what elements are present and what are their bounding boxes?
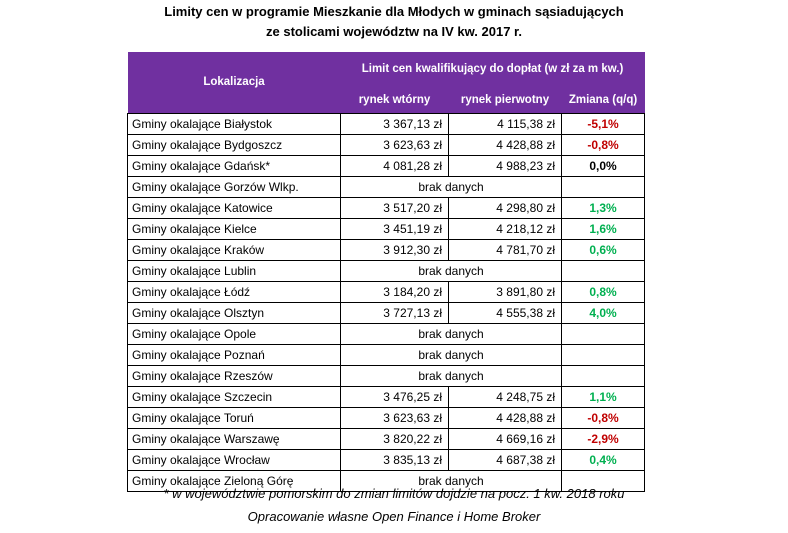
secondary-market-cell: 3 367,13 zł	[340, 113, 449, 135]
change-cell: -5,1%	[561, 113, 646, 135]
header-primary-market: rynek pierwotny	[448, 86, 562, 114]
primary-market-cell: 4 669,16 zł	[448, 428, 562, 450]
table-row: Gminy okalające Białystok 3 367,13 zł 4 11…	[127, 113, 646, 135]
table-row: Gminy okalające Bydgoszcz 3 623,63 zł 4 42…	[127, 134, 646, 156]
change-cell: -2,9%	[561, 428, 646, 450]
change-cell: 1,6%	[561, 218, 646, 240]
table-row: Gminy okalające Toruń 3 623,63 zł 4 428,88…	[127, 407, 646, 429]
header-group: Limit cen kwalifikujący do dopłat (w zł …	[340, 52, 645, 86]
location-cell: Gminy okalające Warszawę	[127, 428, 341, 450]
table-row: Gminy okalające Poznań brak danych	[127, 344, 646, 366]
source-note: Opracowanie własne Open Finance i Home B…	[247, 509, 541, 524]
secondary-market-cell: 3 623,63 zł	[340, 134, 449, 156]
primary-market-cell: 4 248,75 zł	[448, 386, 562, 408]
secondary-market-cell: 3 451,19 zł	[340, 218, 449, 240]
no-data-cell: brak danych	[340, 323, 562, 345]
table-row: Gminy okalające Rzeszów brak danych	[127, 365, 646, 387]
change-cell: 0,8%	[561, 281, 646, 303]
table-header: Lokalizacja Limit cen kwalifikujący do d…	[127, 52, 645, 114]
location-cell: Gminy okalające Kraków	[127, 239, 341, 261]
table-row: Gminy okalające Olsztyn 3 727,13 zł 4 555,…	[127, 302, 646, 324]
secondary-market-cell: 3 820,22 zł	[340, 428, 449, 450]
secondary-market-cell: 3 476,25 zł	[340, 386, 449, 408]
change-cell	[561, 176, 646, 198]
secondary-market-cell: 3 835,13 zł	[340, 449, 449, 471]
location-cell: Gminy okalające Olsztyn	[127, 302, 341, 324]
no-data-cell: brak danych	[340, 365, 562, 387]
header-secondary-market: rynek wtórny	[340, 86, 449, 114]
change-cell	[561, 260, 646, 282]
location-cell: Gminy okalające Białystok	[127, 113, 341, 135]
primary-market-cell: 4 298,80 zł	[448, 197, 562, 219]
no-data-cell: brak danych	[340, 470, 562, 492]
primary-market-cell: 4 218,12 zł	[448, 218, 562, 240]
location-cell: Gminy okalające Gorzów Wlkp.	[127, 176, 341, 198]
secondary-market-cell: 3 912,30 zł	[340, 239, 449, 261]
no-data-cell: brak danych	[340, 344, 562, 366]
table-row: Gminy okalające Kielce 3 451,19 zł 4 218,1…	[127, 218, 646, 240]
table-row: Gminy okalające Gdańsk* 4 081,28 zł 4 988,…	[127, 155, 646, 177]
title-line-2: ze stolicami województw na IV kw. 2017 r…	[266, 24, 522, 39]
primary-market-cell: 4 115,38 zł	[448, 113, 562, 135]
location-cell: Gminy okalające Opole	[127, 323, 341, 345]
table-row: Gminy okalające Kraków 3 912,30 zł 4 781,7…	[127, 239, 646, 261]
primary-market-cell: 4 428,88 zł	[448, 407, 562, 429]
change-cell	[561, 365, 646, 387]
primary-market-cell: 4 555,38 zł	[448, 302, 562, 324]
location-cell: Gminy okalające Rzeszów	[127, 365, 341, 387]
table-body: Gminy okalające Białystok 3 367,13 zł 4 11…	[127, 113, 646, 492]
change-cell: -0,8%	[561, 407, 646, 429]
change-cell: 0,0%	[561, 155, 646, 177]
primary-market-cell: 4 781,70 zł	[448, 239, 562, 261]
location-cell: Gminy okalające Wrocław	[127, 449, 341, 471]
header-change: Zmiana (q/q)	[561, 86, 645, 114]
title-line-1: Limity cen w programie Mieszkanie dla Mł…	[164, 4, 624, 19]
table-row: Gminy okalające Warszawę 3 820,22 zł 4 669…	[127, 428, 646, 450]
change-cell	[561, 470, 646, 492]
change-cell: 1,1%	[561, 386, 646, 408]
primary-market-cell: 4 988,23 zł	[448, 155, 562, 177]
table-row: Gminy okalające Wrocław 3 835,13 zł 4 687,…	[127, 449, 646, 471]
secondary-market-cell: 3 727,13 zł	[340, 302, 449, 324]
location-cell: Gminy okalające Łódź	[127, 281, 341, 303]
secondary-market-cell: 3 184,20 zł	[340, 281, 449, 303]
location-cell: Gminy okalające Gdańsk*	[127, 155, 341, 177]
location-cell: Gminy okalające Toruń	[127, 407, 341, 429]
location-cell: Gminy okalające Bydgoszcz	[127, 134, 341, 156]
table-row: Gminy okalające Zieloną Górę brak danych	[127, 470, 646, 492]
change-cell: 0,4%	[561, 449, 646, 471]
location-cell: Gminy okalające Kielce	[127, 218, 341, 240]
secondary-market-cell: 3 623,63 zł	[340, 407, 449, 429]
primary-market-cell: 4 687,38 zł	[448, 449, 562, 471]
change-cell: 0,6%	[561, 239, 646, 261]
header-location: Lokalizacja	[127, 52, 341, 114]
table-row: Gminy okalające Łódź 3 184,20 zł 3 891,80 …	[127, 281, 646, 303]
primary-market-cell: 3 891,80 zł	[448, 281, 562, 303]
location-cell: Gminy okalające Zieloną Górę	[127, 470, 341, 492]
location-cell: Gminy okalające Katowice	[127, 197, 341, 219]
location-cell: Gminy okalające Szczecin	[127, 386, 341, 408]
change-cell: -0,8%	[561, 134, 646, 156]
change-cell: 4,0%	[561, 302, 646, 324]
change-cell	[561, 323, 646, 345]
primary-market-cell: 4 428,88 zł	[448, 134, 562, 156]
location-cell: Gminy okalające Lublin	[127, 260, 341, 282]
secondary-market-cell: 3 517,20 zł	[340, 197, 449, 219]
change-cell: 1,3%	[561, 197, 646, 219]
secondary-market-cell: 4 081,28 zł	[340, 155, 449, 177]
table-row: Gminy okalające Gorzów Wlkp. brak danych	[127, 176, 646, 198]
table-row: Gminy okalające Lublin brak danych	[127, 260, 646, 282]
footnote: * w województwie pomorskim do zmian limi…	[163, 486, 625, 501]
price-limits-table: Lokalizacja Limit cen kwalifikujący do d…	[127, 52, 646, 492]
change-cell	[561, 344, 646, 366]
location-cell: Gminy okalające Poznań	[127, 344, 341, 366]
table-row: Gminy okalające Szczecin 3 476,25 zł 4 248…	[127, 386, 646, 408]
no-data-cell: brak danych	[340, 176, 562, 198]
no-data-cell: brak danych	[340, 260, 562, 282]
table-row: Gminy okalające Katowice 3 517,20 zł 4 298…	[127, 197, 646, 219]
table-row: Gminy okalające Opole brak danych	[127, 323, 646, 345]
table-title: Limity cen w programie Mieszkanie dla Mł…	[0, 2, 788, 42]
